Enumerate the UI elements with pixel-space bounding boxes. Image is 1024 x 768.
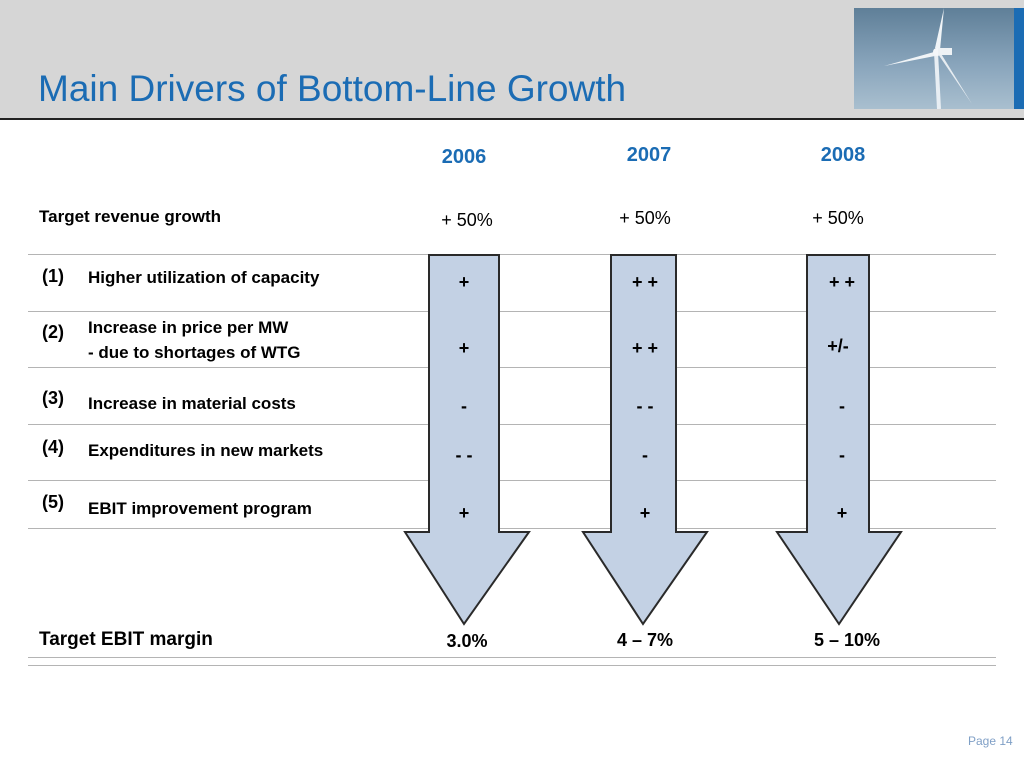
driver-label-3: Increase in material costs — [88, 394, 296, 413]
revenue-growth-2008: + 50% — [812, 208, 864, 228]
revenue-growth-label: Target revenue growth — [39, 207, 221, 226]
ebit-margin-2007: 4 – 7% — [616, 630, 674, 650]
slide-header — [0, 0, 1024, 118]
down-arrow-2008 — [775, 254, 903, 626]
driver-label-2-line2: - due to shortages of WTG — [88, 343, 301, 362]
effect-4-2007: - — [642, 445, 648, 465]
row-divider — [28, 480, 996, 481]
driver-number-3: (3) — [42, 388, 64, 408]
driver-label-5: EBIT improvement program — [88, 499, 312, 518]
header-accent-bar — [1014, 8, 1024, 109]
ebit-margin-label: Target EBIT margin — [39, 629, 213, 650]
header-divider — [0, 118, 1024, 120]
effect-5-2007: + — [639, 503, 651, 523]
row-divider — [28, 424, 996, 425]
effect-1-2007: + + — [631, 272, 659, 292]
wind-turbine-photo — [854, 8, 1014, 109]
effect-4-2008: - — [839, 445, 845, 465]
driver-label-4: Expenditures in new markets — [88, 441, 324, 460]
row-divider — [28, 311, 996, 312]
effect-1-2008: + + — [828, 272, 856, 292]
row-divider — [28, 665, 996, 666]
row-divider — [28, 254, 996, 255]
effect-5-2006: + — [458, 503, 470, 523]
down-arrow-2007 — [581, 254, 709, 626]
driver-number-2: (2) — [42, 322, 64, 342]
year-header-2008: 2008 — [820, 144, 866, 166]
effect-3-2007: - - — [636, 396, 654, 416]
year-header-2006: 2006 — [441, 146, 487, 168]
effect-3-2008: - — [839, 396, 845, 416]
effect-2-2006: + — [458, 338, 470, 358]
effect-3-2006: - — [461, 396, 467, 416]
revenue-growth-2006: + 50% — [441, 210, 493, 230]
effect-2-2008: +/- — [827, 336, 849, 356]
driver-label-1: Higher utilization of capacity — [88, 268, 320, 287]
effect-1-2006: + — [458, 272, 470, 292]
driver-label-2-line1: Increase in price per MW — [88, 318, 289, 337]
driver-number-1: (1) — [42, 266, 64, 286]
year-header-2007: 2007 — [626, 144, 672, 166]
row-divider — [28, 657, 996, 658]
effect-2-2007: + + — [631, 338, 659, 358]
row-divider — [28, 528, 996, 529]
effect-4-2006: - - — [455, 445, 473, 465]
driver-number-5: (5) — [42, 492, 64, 512]
ebit-margin-2008: 5 – 10% — [813, 630, 881, 650]
slide-title: Main Drivers of Bottom-Line Growth — [38, 68, 627, 109]
driver-number-4: (4) — [42, 437, 64, 457]
effect-5-2008: + — [836, 503, 848, 523]
revenue-growth-2007: + 50% — [619, 208, 671, 228]
page-number: Page 14 — [968, 734, 1013, 748]
row-divider — [28, 367, 996, 368]
ebit-margin-2006: 3.0% — [446, 631, 488, 651]
down-arrow-2006 — [403, 254, 531, 626]
